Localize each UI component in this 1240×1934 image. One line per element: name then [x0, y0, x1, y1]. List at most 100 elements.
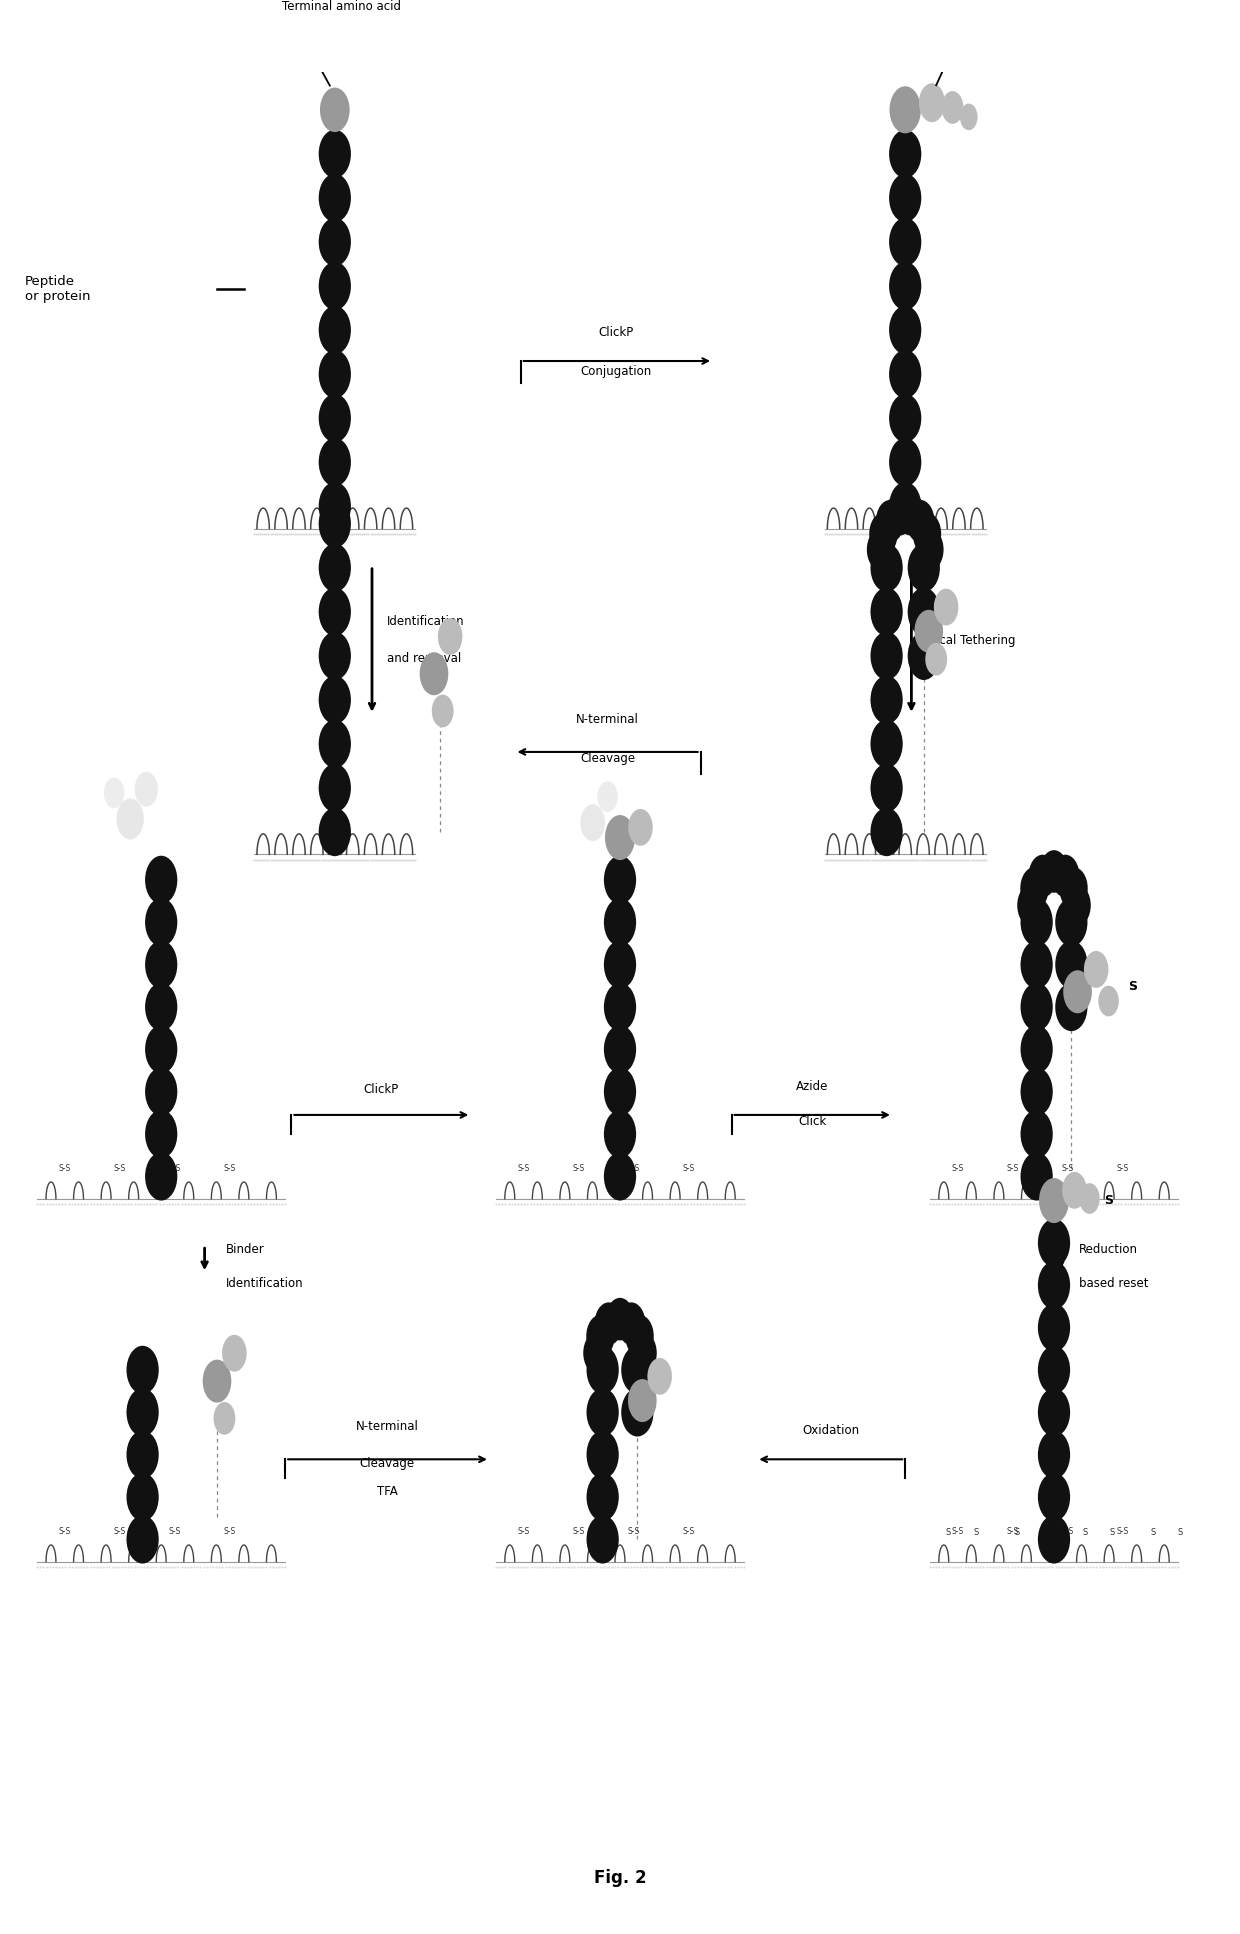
Circle shape	[870, 764, 903, 812]
Text: S-S: S-S	[114, 1164, 126, 1172]
Circle shape	[889, 130, 921, 178]
Circle shape	[1079, 1184, 1100, 1215]
Circle shape	[870, 543, 903, 592]
Text: S-S: S-S	[169, 1164, 181, 1172]
Text: Identification: Identification	[387, 615, 465, 629]
Circle shape	[885, 493, 914, 536]
Text: S: S	[1042, 1528, 1047, 1538]
Text: S-S: S-S	[224, 1164, 236, 1172]
Circle shape	[126, 1389, 159, 1437]
Circle shape	[202, 1360, 232, 1402]
Circle shape	[1038, 1514, 1070, 1563]
Circle shape	[1021, 940, 1053, 988]
Circle shape	[145, 855, 177, 903]
Circle shape	[889, 261, 921, 309]
Circle shape	[587, 1315, 615, 1358]
Circle shape	[604, 982, 636, 1031]
Text: S-S: S-S	[517, 1164, 529, 1172]
Circle shape	[621, 1346, 653, 1394]
Circle shape	[618, 1302, 646, 1344]
Text: S: S	[1151, 1528, 1156, 1538]
Circle shape	[1021, 1068, 1053, 1116]
Circle shape	[889, 306, 921, 354]
Circle shape	[145, 1110, 177, 1158]
Text: ClickP: ClickP	[599, 325, 634, 338]
Circle shape	[889, 87, 921, 133]
Text: S-S: S-S	[683, 1526, 694, 1536]
Text: N-terminal: N-terminal	[356, 1420, 418, 1433]
Circle shape	[319, 482, 351, 530]
Circle shape	[1028, 855, 1056, 897]
Text: S: S	[1014, 1528, 1019, 1538]
Text: S-S: S-S	[58, 1526, 71, 1536]
Text: Peptide
or protein: Peptide or protein	[25, 275, 91, 304]
Text: S: S	[973, 1528, 978, 1538]
Text: S-S: S-S	[627, 1526, 640, 1536]
Text: S-S: S-S	[573, 1164, 585, 1172]
Circle shape	[319, 632, 351, 681]
Circle shape	[915, 528, 944, 571]
Circle shape	[647, 1358, 672, 1394]
Circle shape	[908, 632, 940, 681]
Circle shape	[587, 1474, 619, 1522]
Circle shape	[145, 940, 177, 988]
Circle shape	[319, 350, 351, 398]
Text: S: S	[1178, 1528, 1183, 1538]
Circle shape	[319, 130, 351, 178]
Text: ClickP: ClickP	[363, 1083, 398, 1097]
Circle shape	[1021, 1153, 1053, 1201]
Circle shape	[432, 694, 454, 727]
Circle shape	[104, 777, 124, 808]
Circle shape	[889, 482, 921, 530]
Circle shape	[604, 1025, 636, 1073]
Circle shape	[629, 808, 652, 845]
Text: S: S	[946, 1528, 951, 1538]
Circle shape	[319, 543, 351, 592]
Circle shape	[1038, 1346, 1070, 1394]
Circle shape	[1055, 982, 1087, 1031]
Circle shape	[1063, 884, 1091, 926]
Circle shape	[1021, 1025, 1053, 1073]
Circle shape	[629, 1333, 657, 1375]
Circle shape	[605, 814, 635, 861]
Text: S-S: S-S	[114, 1526, 126, 1536]
Text: S-S: S-S	[627, 1164, 640, 1172]
Text: Identification: Identification	[226, 1276, 304, 1290]
Text: S-S: S-S	[951, 1164, 963, 1172]
Circle shape	[587, 1346, 619, 1394]
Circle shape	[919, 83, 945, 122]
Circle shape	[126, 1346, 159, 1394]
Text: S-S: S-S	[58, 1164, 71, 1172]
Circle shape	[1038, 1261, 1070, 1309]
Circle shape	[627, 1379, 657, 1421]
Circle shape	[145, 982, 177, 1031]
Circle shape	[583, 1333, 611, 1375]
Circle shape	[1021, 982, 1053, 1031]
Text: S-S: S-S	[517, 1526, 529, 1536]
Circle shape	[604, 897, 636, 946]
Circle shape	[319, 808, 351, 857]
Circle shape	[319, 306, 351, 354]
Circle shape	[126, 1514, 159, 1563]
Circle shape	[870, 675, 903, 723]
Circle shape	[889, 174, 921, 222]
Circle shape	[604, 1068, 636, 1116]
Circle shape	[438, 619, 463, 656]
Circle shape	[960, 104, 977, 130]
Circle shape	[419, 652, 449, 694]
Circle shape	[1063, 971, 1092, 1013]
Circle shape	[621, 1389, 653, 1437]
Circle shape	[870, 632, 903, 681]
Text: Cleavage: Cleavage	[360, 1458, 414, 1470]
Circle shape	[914, 609, 944, 654]
Circle shape	[319, 675, 351, 723]
Circle shape	[875, 499, 904, 542]
Text: S-S: S-S	[1061, 1526, 1074, 1536]
Circle shape	[870, 808, 903, 857]
Text: S-S: S-S	[951, 1526, 963, 1536]
Text: Azide: Azide	[796, 1079, 828, 1093]
Circle shape	[1021, 897, 1053, 946]
Text: S-S: S-S	[1117, 1164, 1128, 1172]
Circle shape	[135, 772, 157, 806]
Circle shape	[1021, 866, 1049, 909]
